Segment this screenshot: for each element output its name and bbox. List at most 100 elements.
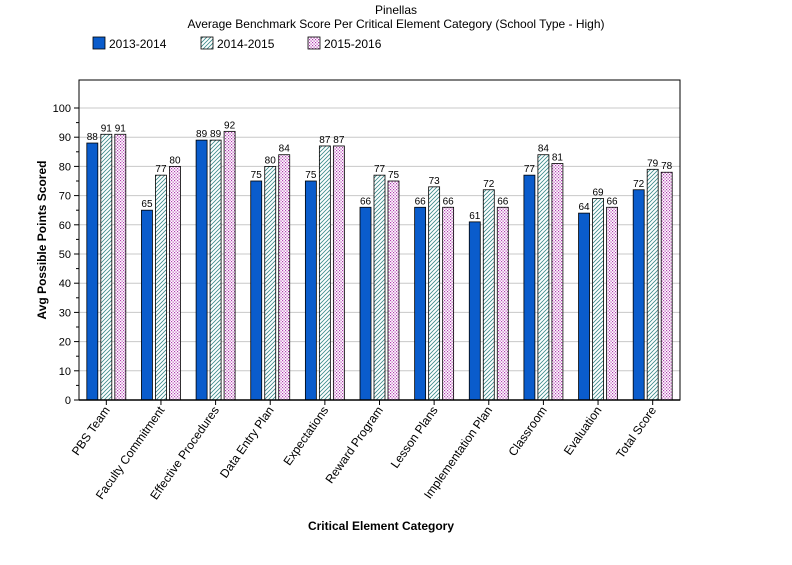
value-label: 87 [333,135,345,146]
bar-2014-2015-3 [264,165,277,401]
value-label: 75 [305,170,317,181]
value-label: 87 [319,135,331,146]
y-tick-label: 100 [53,103,71,115]
bar-2013-2014-1 [141,209,153,401]
y-tick-label: 10 [59,366,71,378]
bar-2013-2014-10 [632,189,645,401]
y-tick-label: 20 [59,337,71,349]
bar-2014-2015-1 [155,174,167,401]
value-label: 66 [415,196,427,207]
bar-2015-2016-4 [332,145,345,401]
value-label: 81 [552,152,564,163]
y-tick-label: 40 [59,278,71,290]
value-label: 61 [469,211,481,222]
bar-2013-2014-0 [86,142,99,401]
category-label: Expectations [280,404,331,468]
value-label: 80 [169,155,181,166]
value-label: 73 [429,176,441,187]
bar-2015-2016-0 [114,133,127,401]
value-label: 66 [360,196,372,207]
value-label: 79 [647,158,659,169]
chart-subtitle: Average Benchmark Score Per Critical Ele… [187,17,604,31]
y-tick-label: 90 [59,132,71,144]
value-label: 75 [388,170,400,181]
bar-2015-2016-7 [496,206,509,401]
legend-swatch [200,36,214,50]
legend-label: 2013-2014 [109,37,167,51]
legend-swatch [92,36,106,50]
category-label: Data Entry Plan [217,404,277,481]
value-label: 66 [497,196,509,207]
bar-2015-2016-1 [169,165,181,401]
bar-2013-2014-9 [578,212,590,401]
bar-2014-2015-9 [592,198,604,401]
bar-2014-2015-8 [537,154,550,401]
y-tick-label: 70 [59,191,71,203]
bar-2015-2016-9 [606,206,618,401]
category-label: PBS Team [69,404,113,458]
bar-2013-2014-8 [523,174,536,401]
category-label: Classroom [505,404,549,459]
bar-2014-2015-10 [646,168,659,401]
category-label: Lesson Plans [388,404,441,471]
value-label: 69 [592,188,604,199]
y-tick-label: 80 [59,161,71,173]
category-label: Total Score [613,403,659,460]
bar-2015-2016-10 [660,171,673,401]
y-tick-label: 30 [59,307,71,319]
value-label: 91 [101,123,113,134]
value-label: 89 [210,129,222,140]
y-tick-label: 0 [65,395,71,407]
value-label: 89 [196,129,208,140]
bar-2014-2015-4 [318,145,331,401]
bars [86,130,673,401]
value-label: 84 [538,144,550,155]
bar-2015-2016-2 [223,130,236,401]
value-label: 64 [578,202,590,213]
category-label: Reward Program [322,404,385,486]
y-axis-title: Avg Possible Points Scored [35,161,49,320]
value-label: 72 [483,179,495,190]
bar-2015-2016-5 [387,180,400,401]
legend-label: 2014-2015 [217,37,275,51]
legend: 2013-2014 2014-2015 2015-2016 [92,36,382,51]
bar-2014-2015-6 [428,186,441,401]
bar-2013-2014-7 [468,221,481,401]
bar-2013-2014-4 [304,180,317,401]
value-label: 78 [661,161,673,172]
value-label: 66 [443,196,455,207]
chart-title: Pinellas [375,3,417,17]
legend-swatch [307,36,321,50]
value-label: 72 [633,179,645,190]
category-label: Evaluation [561,404,605,458]
bar-2013-2014-6 [414,206,427,401]
bar-2014-2015-0 [100,133,113,401]
value-label: 84 [279,144,291,155]
value-label: 77 [155,164,167,175]
bar-2014-2015-5 [373,174,386,401]
bar-2013-2014-2 [195,139,208,401]
value-label: 80 [265,155,277,166]
bar-2015-2016-8 [551,163,564,401]
value-label: 66 [606,196,618,207]
value-label: 88 [87,132,99,143]
legend-label: 2015-2016 [324,37,382,51]
y-tick-label: 50 [59,249,71,261]
value-label: 75 [251,170,263,181]
bar-2014-2015-7 [482,189,495,401]
value-label: 91 [115,123,127,134]
value-label: 92 [224,120,236,131]
bar-2015-2016-3 [278,154,291,401]
y-tick-label: 60 [59,220,71,232]
value-label: 77 [524,164,536,175]
bar-2014-2015-2 [209,139,222,401]
bar-2013-2014-3 [250,180,263,401]
value-label: 65 [141,199,153,210]
bar-2015-2016-6 [442,206,455,401]
value-label: 77 [374,164,386,175]
x-axis-title: Critical Element Category [308,519,454,533]
bar-2013-2014-5 [359,206,372,401]
